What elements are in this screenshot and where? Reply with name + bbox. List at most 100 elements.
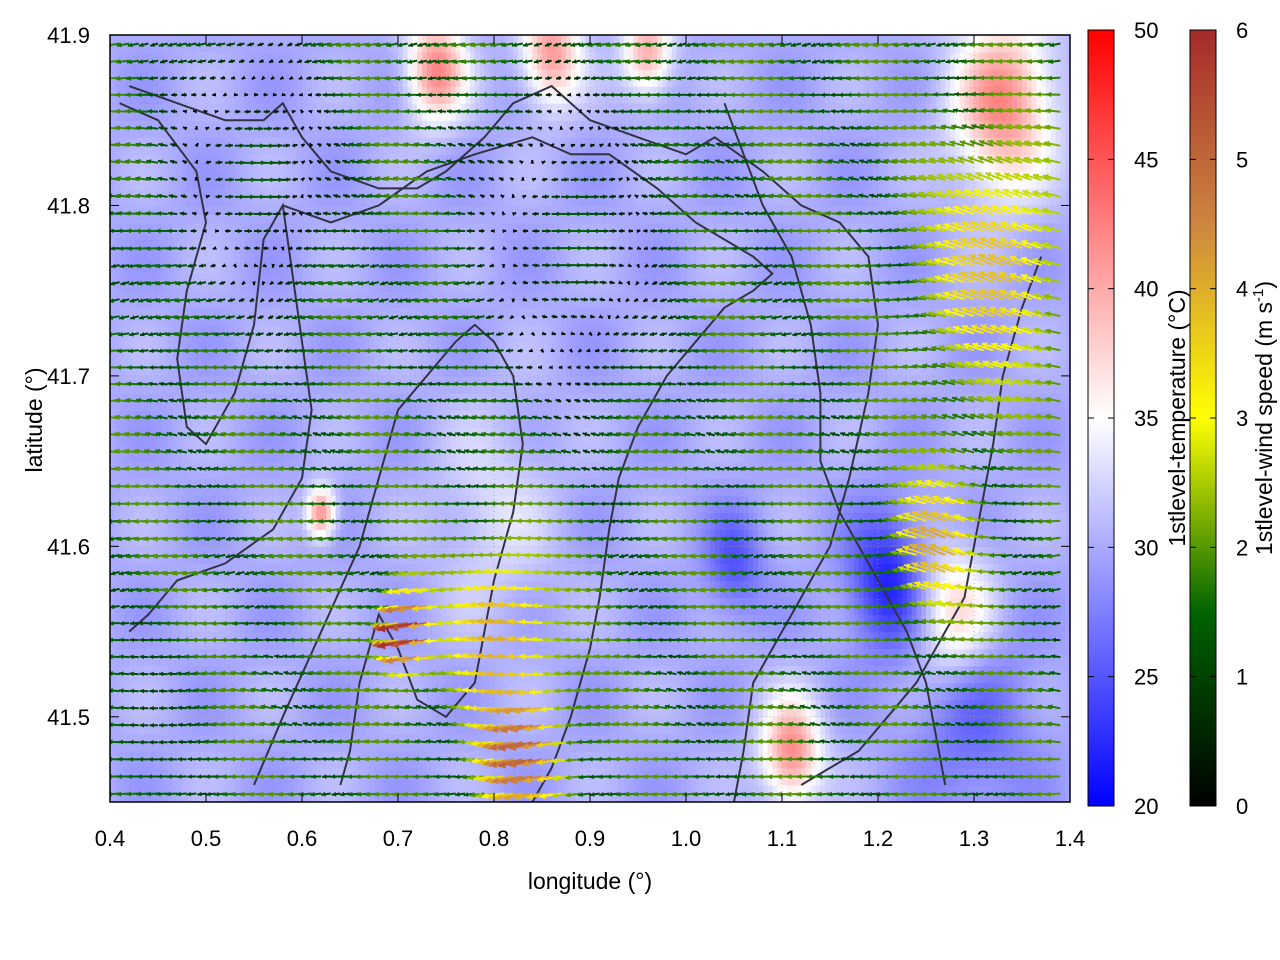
- heatmap-cell: [153, 470, 158, 479]
- heatmap-cell: [196, 691, 201, 700]
- heatmap-cell: [216, 708, 221, 717]
- heatmap-cell: [235, 146, 240, 155]
- heatmap-cell: [192, 504, 197, 513]
- heatmap-cell: [216, 214, 221, 223]
- heatmap-cell: [120, 308, 125, 317]
- heatmap-cell: [110, 708, 115, 717]
- heatmap-cell: [139, 308, 144, 317]
- heatmap-cell: [196, 759, 201, 768]
- heatmap-cell: [177, 95, 182, 104]
- heatmap-cell: [220, 231, 225, 240]
- heatmap-cell: [244, 197, 249, 206]
- heatmap-cell: [134, 759, 139, 768]
- heatmap-cell: [182, 742, 187, 751]
- heatmap-cell: [235, 197, 240, 206]
- heatmap-cell: [139, 401, 144, 410]
- heatmap-cell: [163, 231, 168, 240]
- heatmap-cell: [206, 240, 211, 249]
- heatmap-cell: [249, 401, 254, 410]
- heatmap-cell: [206, 470, 211, 479]
- heatmap-cell: [129, 325, 134, 334]
- heatmap-cell: [182, 129, 187, 138]
- heatmap-cell: [249, 384, 254, 393]
- heatmap-cell: [216, 640, 221, 649]
- heatmap-cell: [196, 580, 201, 589]
- heatmap-cell: [129, 725, 134, 734]
- heatmap-cell: [216, 384, 221, 393]
- heatmap-cell: [134, 197, 139, 206]
- heatmap-cell: [235, 52, 240, 61]
- heatmap-cell: [124, 640, 129, 649]
- heatmap-cell: [230, 222, 235, 231]
- heatmap-cell: [148, 401, 153, 410]
- heatmap-cell: [144, 146, 149, 155]
- heatmap-cell: [129, 401, 134, 410]
- heatmap-cell: [124, 742, 129, 751]
- heatmap-cell: [187, 563, 192, 572]
- heatmap-cell: [172, 470, 177, 479]
- heatmap-cell: [115, 708, 120, 717]
- heatmap-cell: [163, 163, 168, 172]
- heatmap-cell: [192, 384, 197, 393]
- heatmap-cell: [187, 120, 192, 129]
- heatmap-cell: [168, 274, 173, 283]
- heatmap-cell: [144, 401, 149, 410]
- heatmap-cell: [124, 146, 129, 155]
- heatmap-cell: [249, 436, 254, 445]
- heatmap-cell: [216, 257, 221, 266]
- heatmap-cell: [244, 35, 249, 44]
- heatmap-cell: [206, 86, 211, 95]
- heatmap-cell: [187, 129, 192, 138]
- heatmap-cell: [124, 691, 129, 700]
- heatmap-cell: [187, 171, 192, 180]
- heatmap-cell: [244, 436, 249, 445]
- heatmap-cell: [230, 487, 235, 496]
- heatmap-cell: [168, 546, 173, 555]
- heatmap-cell: [153, 708, 158, 717]
- heatmap-cell: [139, 163, 144, 172]
- heatmap-cell: [220, 180, 225, 189]
- heatmap-cell: [153, 129, 158, 138]
- heatmap-cell: [225, 691, 230, 700]
- heatmap-cell: [110, 691, 115, 700]
- heatmap-cell: [124, 657, 129, 666]
- heatmap-cell: [240, 470, 245, 479]
- heatmap-cell: [110, 580, 115, 589]
- heatmap-cell: [225, 214, 230, 223]
- heatmap-cell: [220, 240, 225, 249]
- heatmap-cell: [216, 453, 221, 462]
- heatmap-cell: [115, 674, 120, 683]
- heatmap-cell: [148, 470, 153, 479]
- heatmap-cell: [110, 419, 115, 428]
- heatmap-cell: [230, 69, 235, 78]
- heatmap-cell: [244, 725, 249, 734]
- heatmap-cell: [177, 708, 182, 717]
- heatmap-cell: [139, 291, 144, 300]
- heatmap-cell: [110, 453, 115, 462]
- heatmap-cell: [153, 453, 158, 462]
- heatmap-cell: [158, 504, 163, 513]
- heatmap-cell: [177, 197, 182, 206]
- heatmap-cell: [225, 487, 230, 496]
- heatmap-cell: [187, 384, 192, 393]
- heatmap-cell: [163, 470, 168, 479]
- heatmap-cell: [158, 580, 163, 589]
- heatmap-cell: [120, 419, 125, 428]
- heatmap-cell: [148, 384, 153, 393]
- heatmap-cell: [158, 470, 163, 479]
- heatmap-cell: [211, 146, 216, 155]
- heatmap-cell: [211, 205, 216, 214]
- heatmap-cell: [134, 657, 139, 666]
- heatmap-cell: [148, 180, 153, 189]
- heatmap-cell: [163, 742, 168, 751]
- heatmap-cell: [249, 708, 254, 717]
- heatmap-cell: [158, 512, 163, 521]
- heatmap-cell: [144, 708, 149, 717]
- heatmap-cell: [240, 563, 245, 572]
- heatmap-cell: [187, 197, 192, 206]
- heatmap-cell: [220, 487, 225, 496]
- heatmap-cell: [225, 453, 230, 462]
- heatmap-cell: [110, 308, 115, 317]
- heatmap-cell: [192, 180, 197, 189]
- heatmap-cell: [115, 436, 120, 445]
